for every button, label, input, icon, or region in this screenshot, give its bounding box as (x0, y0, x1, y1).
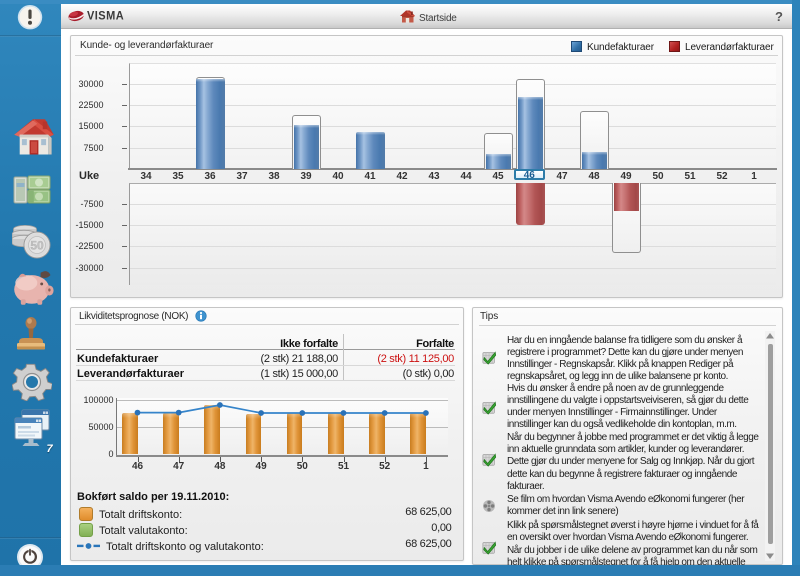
svg-text:50: 50 (30, 239, 44, 253)
